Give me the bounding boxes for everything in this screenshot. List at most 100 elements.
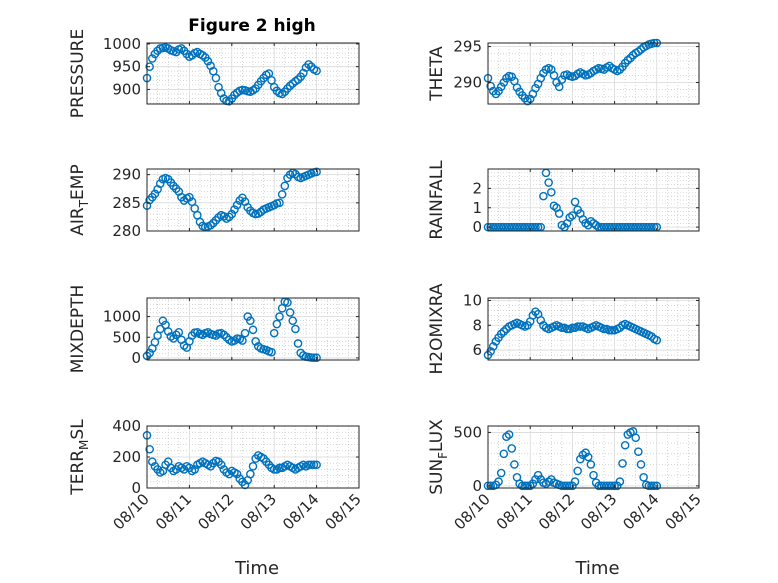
data-point [544, 178, 553, 187]
y-tick-label: 0 [472, 477, 482, 495]
data-point [533, 470, 543, 480]
axes-box [146, 42, 360, 105]
data-point [544, 477, 553, 486]
data-point [568, 481, 577, 491]
data-point [198, 50, 207, 60]
y-tick-label: 285 [112, 194, 141, 212]
y-tick-label: 1000 [103, 308, 141, 326]
ylabel-part: LUX [427, 419, 447, 452]
data-point [531, 475, 540, 484]
subplot-5: 0 500 1000 MIXDEPTH [68, 285, 360, 373]
data-point [581, 448, 590, 458]
data-point [147, 54, 157, 63]
data-point [562, 481, 572, 491]
data-point [145, 348, 154, 358]
data-point [306, 62, 316, 71]
data-point [272, 319, 282, 329]
ylabel-subscript: M [77, 440, 91, 450]
data-point [280, 181, 290, 191]
ylabel-panel-3: AIRTEMP [68, 164, 91, 235]
data-point [649, 481, 659, 491]
data-point [304, 60, 313, 69]
y-tick-label: 280 [112, 222, 141, 240]
data-point [248, 461, 258, 471]
data-point [502, 73, 511, 83]
data-point [525, 481, 535, 491]
data-point [312, 353, 321, 363]
data-point [248, 325, 258, 335]
data-point [568, 323, 577, 333]
axes-box [146, 297, 360, 361]
data-point [145, 444, 154, 454]
data-point [557, 481, 567, 491]
data-point [211, 73, 221, 83]
data-point [309, 460, 319, 470]
figure-title: Figure 2 high [188, 16, 316, 36]
ylabel-panel-7: TERRMSL [68, 419, 91, 496]
data-point [647, 481, 656, 491]
data-point [570, 197, 580, 207]
subplot-1: 900 950 1000 PRESSURE [68, 29, 360, 118]
xlabel-panel-8: Time [574, 558, 619, 579]
data-point [562, 324, 572, 334]
data-point [602, 481, 611, 491]
data-point [238, 336, 247, 345]
data-point [216, 460, 226, 470]
y-tick-label: 1 [472, 199, 482, 217]
data-point [528, 479, 538, 489]
data-point [174, 328, 184, 337]
ylabel-subscript: T [77, 199, 91, 208]
data-point [147, 457, 157, 466]
data-point [499, 78, 509, 87]
subplot-4: 01 2 RAINFALL [427, 160, 700, 240]
data-point [246, 469, 255, 479]
data-point [605, 481, 614, 491]
data-point [206, 221, 215, 230]
data-point [520, 481, 530, 491]
axes-box [487, 42, 700, 105]
y-tick-label: 400 [112, 417, 141, 435]
data-point [277, 190, 287, 199]
data-point [610, 481, 619, 491]
data-point [190, 465, 199, 474]
ylabel-part: SUN [427, 459, 447, 495]
data-point [507, 444, 517, 453]
data-point [227, 209, 237, 219]
data-point [652, 481, 662, 491]
data-point [565, 481, 575, 491]
data-point [145, 62, 154, 71]
data-point [486, 481, 495, 491]
data-point [293, 339, 303, 348]
data-point [615, 477, 625, 486]
data-point [636, 460, 646, 469]
data-point [576, 454, 585, 464]
data-point [557, 323, 567, 333]
data-point [576, 322, 585, 331]
data-point [312, 167, 321, 177]
data-point [536, 73, 546, 83]
data-point [539, 191, 548, 201]
y-tick-label: 0 [131, 479, 141, 497]
data-point [586, 460, 596, 469]
data-point [599, 481, 609, 491]
data-point [499, 449, 509, 459]
data-point [306, 460, 316, 470]
y-tick-label: 900 [112, 80, 141, 98]
data-point [177, 44, 186, 53]
data-point [486, 347, 495, 356]
data-point [222, 332, 231, 342]
data-point [634, 447, 643, 456]
data-point [496, 468, 506, 478]
data-point [639, 473, 648, 482]
data-point [288, 79, 298, 88]
data-point [594, 481, 604, 491]
data-point [618, 459, 627, 468]
data-point [623, 55, 633, 65]
data-point [631, 433, 641, 443]
data-point [517, 481, 527, 491]
data-point [644, 481, 654, 491]
data-point [607, 481, 617, 491]
data-point [531, 83, 540, 93]
